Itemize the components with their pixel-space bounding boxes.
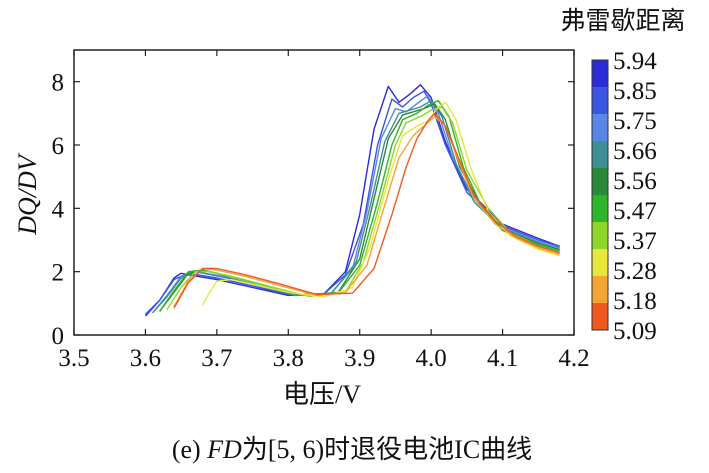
caption-fd: FD	[206, 435, 242, 464]
colorbar: 5.94 5.85 5.75 5.66 5.56 5.47 5.37 5.28 5.18 5.09	[591, 48, 657, 345]
series-line-1	[144, 84, 560, 317]
colorbar-segment	[592, 249, 608, 277]
y-tick-label: 2	[52, 260, 65, 287]
colorbar-tick-label: 5.47	[613, 198, 657, 225]
colorbar-tick-label: 5.75	[613, 108, 657, 135]
colorbar-segment	[592, 222, 608, 250]
x-tick-label: 3.6	[130, 345, 161, 372]
colorbar-tick-label: 5.37	[613, 228, 657, 255]
colorbar-segment	[592, 168, 608, 196]
colorbar-tick-label: 5.18	[613, 288, 657, 315]
y-tick-label: 6	[52, 133, 65, 160]
y-tick-label: 0	[52, 323, 65, 350]
series-line-2	[144, 90, 560, 315]
colorbar-segment	[592, 141, 608, 169]
plot-area-frame	[73, 49, 575, 336]
caption-rest: 为[5, 6)时退役电池IC曲线	[242, 435, 532, 464]
x-tick-label: 4.0	[416, 345, 447, 372]
colorbar-segment	[592, 114, 608, 142]
figure-caption: (e) FD为[5, 6)时退役电池IC曲线	[172, 435, 532, 464]
x-tick-label: 3.5	[58, 345, 89, 372]
colorbar-tick-label: 5.56	[613, 168, 657, 195]
x-tick-label: 4.2	[558, 345, 589, 372]
colorbar-segment	[592, 60, 608, 88]
x-axis-ticks: 3.5 3.6 3.7 3.8 3.9 4.0 4.1 4.2	[58, 50, 590, 372]
x-tick-label: 3.7	[201, 345, 232, 372]
colorbar-title: 弗雷歇距离	[560, 6, 685, 35]
colorbar-segment	[592, 87, 608, 115]
y-tick-label: 4	[52, 196, 65, 223]
x-tick-label: 3.9	[344, 345, 375, 372]
colorbar-tick-label: 5.28	[613, 258, 657, 285]
series-line-9	[173, 115, 560, 307]
x-tick-label: 4.1	[487, 345, 518, 372]
colorbar-segment	[592, 195, 608, 223]
series-line-10	[173, 112, 560, 309]
series-layer	[144, 84, 560, 317]
y-tick-label: 8	[52, 70, 65, 97]
colorbar-segment	[592, 303, 608, 331]
colorbar-frame	[591, 59, 609, 331]
series-line-8	[201, 101, 560, 306]
y-axis-title: DQ/DV	[13, 152, 42, 236]
x-axis-title: 电压/V	[283, 380, 361, 409]
series-line-4	[152, 100, 560, 314]
colorbar-tick-label: 5.66	[613, 138, 657, 165]
y-axis-ticks: 0 2 4 6 8	[52, 70, 574, 350]
caption-label: (e)	[172, 435, 207, 464]
colorbar-tick-label: 5.94	[613, 48, 657, 75]
colorbar-tick-label: 5.09	[613, 318, 657, 345]
colorbar-segment	[592, 276, 608, 304]
colorbar-tick-label: 5.85	[613, 78, 657, 105]
x-tick-label: 3.8	[273, 345, 304, 372]
